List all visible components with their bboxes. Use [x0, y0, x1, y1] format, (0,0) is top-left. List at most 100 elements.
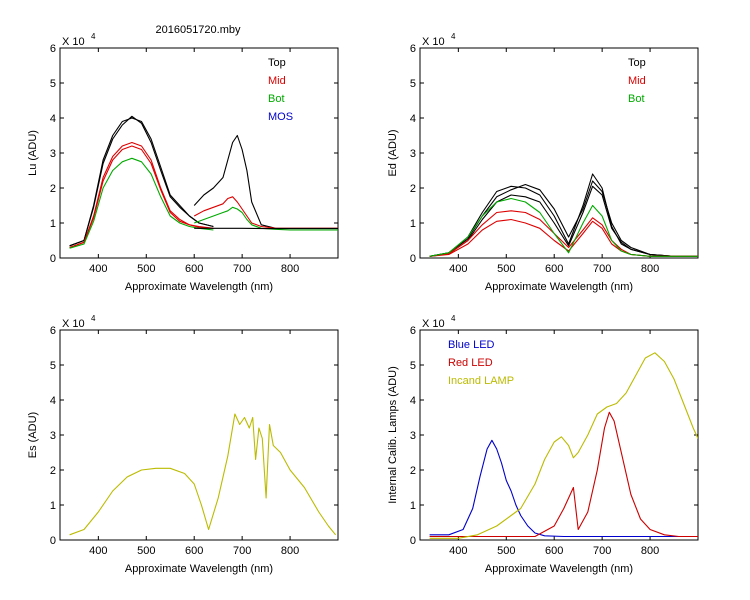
- x-tick-label: 400: [89, 545, 107, 557]
- y-tick-label: 2: [410, 183, 416, 195]
- x-tick-label: 600: [185, 263, 203, 275]
- series-group: [429, 352, 698, 539]
- x-tick-label: 800: [281, 545, 299, 557]
- series-line-incand-lamp: [429, 352, 698, 539]
- series-line-mid: [193, 196, 338, 229]
- x-tick-label: 800: [641, 263, 659, 275]
- series-line-red-led: [429, 411, 698, 538]
- series-line-mid: [69, 141, 214, 249]
- legend-item: MOS: [268, 111, 293, 123]
- series-line-top: [429, 180, 698, 257]
- series-group: [429, 173, 698, 257]
- y-scale-exponent: 4: [91, 32, 96, 41]
- x-tick-label: 600: [545, 263, 563, 275]
- y-tick-label: 3: [50, 430, 56, 442]
- series-line-top: [429, 173, 698, 257]
- y-tick-label: 3: [410, 148, 416, 160]
- series-line-es: [69, 413, 337, 536]
- legend-item: Bot: [628, 93, 645, 105]
- y-tick-label: 1: [410, 218, 416, 230]
- y-scale-exponent: 4: [451, 314, 456, 323]
- legend-item: Top: [268, 57, 286, 69]
- y-tick-label: 0: [410, 535, 416, 547]
- x-tick-label: 700: [593, 545, 611, 557]
- chart-lu: 0 1 2 3 4 5 6 400 500 600 700 800 X 10 4 Approximate W…: [27, 32, 339, 293]
- y-tick-label: 5: [410, 78, 416, 90]
- y-tick-label: 6: [410, 43, 416, 55]
- x-tick-label: 700: [233, 545, 251, 557]
- y-scale-label: X 10: [422, 36, 445, 48]
- x-tick-label: 700: [233, 263, 251, 275]
- legend-item: Mid: [628, 75, 646, 87]
- x-tick-label: 400: [449, 263, 467, 275]
- series-group: [69, 115, 338, 249]
- series-line-top: [429, 185, 698, 257]
- x-tick-label: 800: [281, 263, 299, 275]
- series-line-bot: [69, 157, 214, 249]
- x-tick-label: 600: [185, 545, 203, 557]
- y-scale-label: X 10: [62, 318, 85, 330]
- y-axis-title: Es (ADU): [27, 412, 39, 458]
- legend-item: Red LED: [448, 357, 493, 369]
- y-tick-label: 2: [410, 465, 416, 477]
- y-tick-label: 0: [410, 253, 416, 265]
- chart-es: 0 1 2 3 4 5 6 400 500 600 700 800 X 10 4 Approximate W…: [27, 314, 339, 575]
- y-scale-exponent: 4: [451, 32, 456, 41]
- legend-item: Top: [628, 57, 646, 69]
- x-tick-label: 400: [449, 545, 467, 557]
- y-tick-label: 1: [50, 500, 56, 512]
- x-tick-label: 500: [497, 545, 515, 557]
- y-tick-label: 4: [410, 113, 416, 125]
- y-tick-label: 5: [410, 360, 416, 372]
- x-axis-title: Approximate Wavelength (nm): [125, 563, 273, 575]
- series-line-mid: [69, 145, 214, 249]
- y-tick-label: 1: [50, 218, 56, 230]
- series-line-top: [193, 134, 338, 229]
- series-line-top: [69, 115, 214, 247]
- y-axis-title: Internal Calib. Lamps (ADU): [387, 366, 399, 504]
- plot-frame: [59, 329, 339, 541]
- y-tick-label: 4: [410, 395, 416, 407]
- series-line-blue-led: [429, 439, 698, 538]
- chart-ed: 0 1 2 3 4 5 6 400 500 600 700 800 X 10 4 Approximate W…: [387, 32, 699, 293]
- y-tick-label: 0: [50, 535, 56, 547]
- legend-item: Incand LAMP: [448, 375, 514, 387]
- series-line-bot: [194, 206, 338, 231]
- y-axis-title: Ed (ADU): [387, 129, 399, 176]
- x-tick-label: 800: [641, 545, 659, 557]
- legend-item: Blue LED: [448, 339, 495, 351]
- y-scale-label: X 10: [422, 318, 445, 330]
- x-axis-title: Approximate Wavelength (nm): [485, 563, 633, 575]
- x-tick-label: 500: [497, 263, 515, 275]
- x-tick-label: 500: [137, 263, 155, 275]
- y-tick-label: 6: [410, 325, 416, 337]
- y-tick-label: 4: [50, 113, 56, 125]
- x-axis-title: Approximate Wavelength (nm): [125, 281, 273, 293]
- figure-title: 2016051720.mby: [155, 24, 241, 36]
- x-tick-label: 600: [545, 545, 563, 557]
- y-tick-label: 6: [50, 325, 56, 337]
- y-tick-label: 0: [50, 253, 56, 265]
- y-tick-label: 3: [410, 430, 416, 442]
- x-axis-title: Approximate Wavelength (nm): [485, 281, 633, 293]
- x-tick-label: 700: [593, 263, 611, 275]
- legend-item: Mid: [268, 75, 286, 87]
- y-tick-label: 3: [50, 148, 56, 160]
- y-tick-label: 6: [50, 43, 56, 55]
- x-tick-label: 400: [89, 263, 107, 275]
- series-group: [69, 413, 337, 536]
- y-tick-label: 5: [50, 360, 56, 372]
- y-scale-label: X 10: [62, 36, 85, 48]
- y-tick-label: 1: [410, 500, 416, 512]
- y-tick-label: 4: [50, 395, 56, 407]
- y-tick-label: 2: [50, 465, 56, 477]
- y-axis-title: Lu (ADU): [27, 130, 39, 176]
- x-tick-label: 500: [137, 545, 155, 557]
- y-scale-exponent: 4: [91, 314, 96, 323]
- legend-item: Bot: [268, 93, 285, 105]
- series-line-bot: [429, 197, 698, 257]
- y-tick-label: 2: [50, 183, 56, 195]
- y-tick-label: 5: [50, 78, 56, 90]
